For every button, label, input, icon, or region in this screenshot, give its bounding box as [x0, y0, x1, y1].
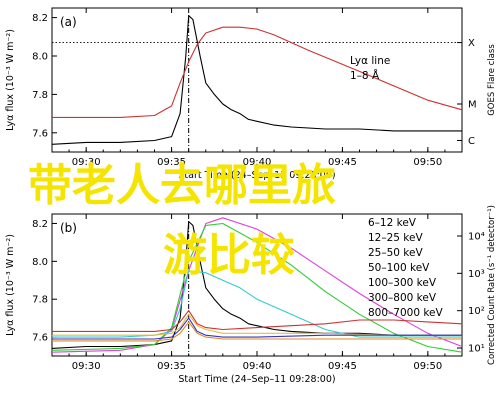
x-tick-label: 09:40: [243, 361, 272, 372]
legend-entry: 100–300 keV: [368, 277, 437, 289]
x-tick-label: 09:30: [72, 361, 101, 372]
legend-entry: 6–12 keV: [368, 217, 417, 229]
y2-tick-label: C: [468, 136, 475, 147]
overlay-caption: 带老人去哪里旅 游比较: [28, 160, 336, 281]
y-axis-label: Lyα flux (10⁻³ W m⁻²): [5, 29, 16, 131]
y2-tick-label: X: [468, 38, 475, 49]
y2-tick-label: 10³: [468, 269, 485, 280]
x-tick-label: 09:45: [328, 361, 357, 372]
series-line-2: [51, 222, 463, 353]
x-axis-label: Start Time (24–Sep–11 09:28:00): [178, 374, 335, 385]
legend-entry: Lyα line: [350, 55, 390, 67]
x-tick-label: 09:30: [72, 157, 101, 168]
panel-a-chart: 09:30 09:35 09:40 09:45 09:50 Start Time (24–…: [5, 7, 497, 181]
x-tick-label: 09:45: [328, 157, 357, 168]
series-line-7: [52, 321, 462, 342]
y-tick-label: 7.8: [32, 90, 48, 101]
legend-entry: 800–7000 keV: [368, 307, 444, 319]
y-tick-label: 8.2: [32, 219, 48, 230]
overlay-line-2: 游比较: [163, 230, 295, 281]
y2-tick-label: 10¹: [468, 344, 485, 355]
series-line-3: [52, 270, 462, 338]
x-tick-label: 09:50: [413, 361, 442, 372]
y2-axis-label: Corrected Count Rate (s⁻¹ detector⁻¹): [487, 205, 497, 365]
y-tick-label: 7.6: [32, 128, 48, 139]
legend-entry: 25–50 keV: [368, 247, 423, 259]
series-line-1: [52, 26, 463, 118]
x-tick-label: 09:35: [157, 361, 186, 372]
panel-label: (a): [60, 15, 77, 29]
x-axis-label: Start Time (24–Sep–11 09:28:00): [178, 170, 335, 181]
x-tick-label: 09:35: [157, 157, 186, 168]
legend-entry: 1–8 Å: [350, 69, 380, 82]
y-tick-label: 8.2: [32, 13, 48, 24]
y2-axis-label: GOES Flare class: [487, 44, 497, 116]
y2-tick-label: 10⁴: [468, 232, 485, 243]
panel-label: (b): [60, 221, 77, 235]
legend-entry: 300–800 keV: [368, 292, 437, 304]
legend-entry: 12–25 keV: [368, 232, 423, 244]
y-tick-label: 8.0: [32, 257, 48, 268]
series-line-0: [51, 15, 462, 145]
y-tick-label: 7.6: [32, 333, 48, 344]
series-line-5: [52, 310, 463, 332]
legend-entry: 50–100 keV: [368, 262, 430, 274]
series-line-4: [52, 313, 462, 336]
x-tick-label: 09:50: [413, 157, 442, 168]
y-axis-label: Lyα flux (10⁻³ W m⁻²): [5, 234, 16, 336]
y-tick-label: 8.0: [32, 52, 48, 63]
y2-tick-label: 10²: [468, 306, 485, 317]
y-tick-label: 7.8: [32, 295, 48, 306]
x-tick-label: 09:40: [243, 157, 272, 168]
y2-tick-label: M: [468, 100, 477, 111]
overlay-line-1: 带老人去哪里旅: [28, 160, 336, 211]
panel-b-chart: 09:30 09:35 09:40 09:45 09:50 Start Time (24–…: [5, 205, 497, 385]
series-line-6: [52, 317, 462, 340]
